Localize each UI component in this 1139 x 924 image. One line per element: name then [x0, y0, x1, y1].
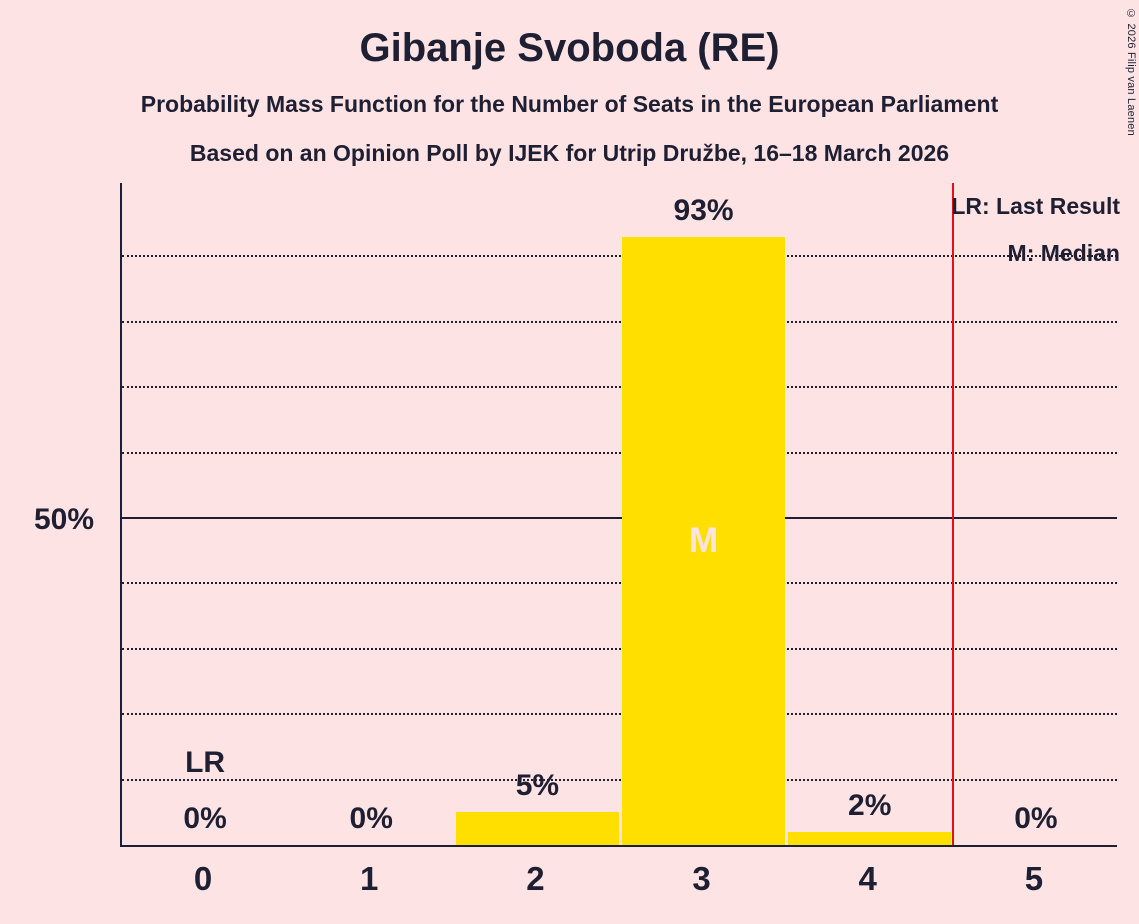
value-label-seats-1: 0%: [349, 802, 393, 835]
legend-median: M: Median: [1007, 240, 1120, 266]
x-tick-0: 0: [193, 860, 213, 897]
x-tick-4: 4: [858, 860, 877, 897]
red-vertical-line: [951, 183, 954, 845]
bar-seats-3: [622, 236, 786, 845]
plot-area: 0% LR 0% 5% 93% M 2% 0%: [120, 183, 1117, 847]
value-label-seats-2: 5%: [515, 769, 560, 803]
x-tick-3: 3: [692, 860, 711, 897]
value-label-seats-4: 2%: [848, 788, 892, 822]
bar-seats-4: [788, 831, 952, 845]
gridline-solid-50: [122, 517, 1117, 519]
y-axis-50-percent-label: 50%: [33, 503, 95, 536]
copyright-notice: © 2026 Filip van Laenen: [1125, 8, 1137, 136]
value-label-seats-0: 0%: [183, 802, 227, 835]
chart-legend: LR: Last Result M: Median: [951, 183, 1120, 277]
gridline-80: [122, 320, 1117, 323]
x-tick-2: 2: [526, 860, 545, 897]
gridline-60: [122, 451, 1117, 454]
gridline-70: [122, 386, 1117, 389]
legend-last-result: LR: Last Result: [951, 193, 1120, 219]
gridline-40: [122, 582, 1117, 585]
chart-source-line: Based on an Opinion Poll by IJEK for Utr…: [189, 140, 950, 166]
value-label-seats-5: 0%: [1014, 802, 1058, 835]
bar-seats-2: [455, 812, 619, 845]
last-result-marker: LR: [185, 746, 226, 779]
median-marker: M: [689, 520, 719, 560]
x-tick-1: 1: [360, 860, 379, 897]
gridline-20: [122, 713, 1117, 716]
gridline-30: [122, 647, 1117, 650]
chart-subtitle: Probability Mass Function for the Number…: [140, 91, 999, 117]
chart-title: Gibanje Svoboda (RE): [359, 26, 780, 70]
value-label-seats-3: 93%: [673, 193, 734, 227]
x-axis-tick-labels: 0 1 2 3 4 5: [120, 860, 1117, 910]
gridline-90: [122, 255, 1117, 258]
gridline-10: [122, 778, 1117, 781]
x-tick-5: 5: [1024, 860, 1044, 897]
